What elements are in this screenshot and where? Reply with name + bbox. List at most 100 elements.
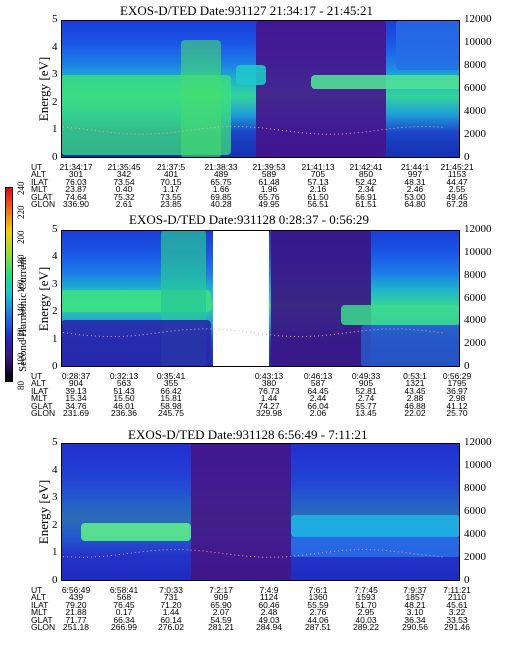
panel-3-spectrogram — [61, 443, 460, 581]
energy-tick-label: 3 — [52, 277, 58, 290]
ephemeris-value: 76.73 — [258, 385, 280, 396]
panel-2-data-gap — [213, 230, 269, 367]
temperature-trace — [62, 328, 444, 338]
ephemeris-value: 236.36 — [111, 408, 137, 418]
ephemeris-value: 7:11:21 — [443, 585, 471, 595]
ephemeris-value: 1124 — [259, 592, 279, 603]
ephemeris-row: ALT 439 568 731 909 1124 1360 1593 1857 2110 — [0, 592, 505, 603]
temperature-tick-label: 12000 — [464, 436, 492, 448]
temperature-tick-label: 2000 — [464, 337, 486, 350]
ephemeris-value: 7:4:9 — [259, 585, 279, 595]
temperature-tick-label: 0 — [464, 574, 470, 586]
ephemeris-value: 40.28 — [210, 199, 232, 209]
ephemeris-value: 2.74 — [357, 393, 375, 404]
ephemeris-value: 49.03 — [258, 614, 280, 625]
energy-tick-label: 1 — [52, 123, 58, 136]
ephemeris-value: 7:0:33 — [159, 585, 183, 595]
ephemeris-value: 3.22 — [448, 607, 466, 618]
ephemeris-value: 905 — [358, 378, 374, 389]
ephemeris-value: 21:37:5 — [156, 162, 186, 172]
panel-3-region — [291, 537, 460, 557]
ephemeris-value: 0:43:13 — [254, 371, 284, 381]
panel-1-region — [311, 75, 460, 89]
ephemeris-value: 25.70 — [446, 408, 468, 418]
ephemeris-value: 21.88 — [65, 607, 87, 618]
ephemeris-value: 355 — [163, 378, 179, 389]
ephemeris-value: 2.46 — [406, 184, 424, 195]
ephemeris-value: 70.15 — [160, 176, 182, 187]
ephemeris-value: 1153 — [447, 169, 467, 180]
ephemeris-value: 46.88 — [404, 400, 426, 411]
ephemeris-row: GLAT 71.77 66.34 60.14 54.59 49.03 44.06 40.03 3… — [0, 614, 505, 625]
ephemeris-row: UT 6:56:49 6:58:41 7:0:33 7:2:17 7:4:9 7:6:1 7:… — [0, 585, 505, 595]
ephemeris-value: 1.96 — [260, 184, 278, 195]
temperature-tick-label: 8000 — [464, 268, 486, 281]
ephemeris-row: MLT 15.34 15.50 15.81 1.44 2.44 2.74 2.88 2.98 — [0, 393, 505, 404]
ephemeris-value: 850 — [358, 169, 374, 180]
ephemeris-value: 15.34 — [65, 393, 87, 404]
ephemeris-value: 60.46 — [258, 599, 280, 610]
ephemeris-value: 48.31 — [404, 176, 426, 187]
ephemeris-row-label: ILAT — [31, 599, 49, 610]
ephemeris-value: 36.97 — [446, 385, 468, 396]
ephemeris-value: 21:39:53 — [252, 162, 286, 172]
ephemeris-row: GLAT 74.64 75.32 73.55 69.85 65.76 61.50 56.91 5… — [0, 191, 505, 202]
temperature-tick-label: 10000 — [464, 459, 492, 471]
temperature-trace — [62, 548, 444, 558]
ephemeris-value: 48.21 — [404, 599, 426, 610]
ephemeris-value: 439 — [68, 592, 84, 603]
ephemeris-value: 67.28 — [446, 199, 468, 209]
ephemeris-value: 65.75 — [210, 176, 232, 187]
ephemeris-value: 2.44 — [309, 393, 327, 404]
ephemeris-value: 6:56:49 — [61, 585, 91, 595]
energy-tick-label: 3 — [52, 68, 58, 81]
energy-tick-label: 4 — [52, 463, 58, 476]
ephemeris-value: 21:38:33 — [204, 162, 238, 172]
ephemeris-value: 2.61 — [115, 199, 133, 209]
ephemeris-value: 1795 — [447, 378, 467, 389]
ephemeris-value: 44.47 — [446, 176, 468, 187]
ephemeris-value: 61.48 — [258, 176, 280, 187]
colorbar — [5, 187, 13, 382]
ephemeris-value: 64.45 — [307, 385, 329, 396]
ephemeris-value: 2.07 — [212, 607, 230, 618]
ephemeris-value: 46.01 — [113, 400, 135, 411]
ephemeris-row-label: GLAT — [31, 614, 53, 625]
ephemeris-row-label: ALT — [31, 169, 46, 180]
ephemeris-value: 290.56 — [402, 622, 428, 632]
ephemeris-row: GLON 336.90 2.61 23.85 40.28 49.95 56.51 61.51 6… — [0, 199, 505, 209]
ephemeris-value: 75.32 — [113, 191, 135, 202]
temperature-tick-label: 12000 — [464, 223, 492, 235]
ephemeris-value: 65.90 — [210, 599, 232, 610]
ephemeris-value: 284.94 — [256, 622, 282, 632]
ephemeris-value: 276.02 — [158, 622, 184, 632]
ephemeris-row-label: UT — [31, 371, 43, 381]
ephemeris-value: 33.53 — [446, 614, 468, 625]
panel-2-region — [341, 305, 460, 325]
temperature-tick-label: 0 — [464, 360, 470, 372]
ephemeris-value: 21:44:1 — [400, 162, 430, 172]
ephemeris-value: 55.77 — [355, 400, 377, 411]
temperature-tick-label: 6000 — [464, 505, 486, 517]
ephemeris-row: GLAT 34.76 46.01 58.98 74.27 66.04 55.77 46.88 4… — [0, 400, 505, 411]
ephemeris-value: 1.44 — [162, 607, 180, 618]
ephemeris-row: GLON 231.69 236.36 245.75 329.98 2.06 13.45 22.… — [0, 408, 505, 418]
ephemeris-value: 587 — [310, 378, 326, 389]
ephemeris-value: 56.51 — [307, 199, 329, 209]
ephemeris-value: 76.03 — [65, 176, 87, 187]
ephemeris-value: 0:32:13 — [109, 371, 139, 381]
ephemeris-row: GLON 251.18 266.99 276.02 281.21 284.94 287.51… — [0, 622, 505, 632]
ephemeris-value: 23.87 — [65, 184, 87, 195]
ephemeris-value: 7:9:37 — [403, 585, 427, 595]
ephemeris-row-label: GLAT — [31, 191, 53, 202]
ephemeris-value: 21:42:41 — [349, 162, 383, 172]
ephemeris-value: 71.20 — [160, 599, 182, 610]
ephemeris-value: 69.85 — [210, 191, 232, 202]
ephemeris-row-label: ALT — [31, 592, 46, 603]
ephemeris-value: 45.61 — [446, 599, 468, 610]
temperature-tick-label: 2000 — [464, 128, 486, 140]
temperature-tick-label: 4000 — [464, 314, 486, 327]
panel-1-region — [236, 65, 266, 85]
ephemeris-row: ALT 301 342 401 489 589 705 850 997 1153 — [0, 169, 505, 180]
